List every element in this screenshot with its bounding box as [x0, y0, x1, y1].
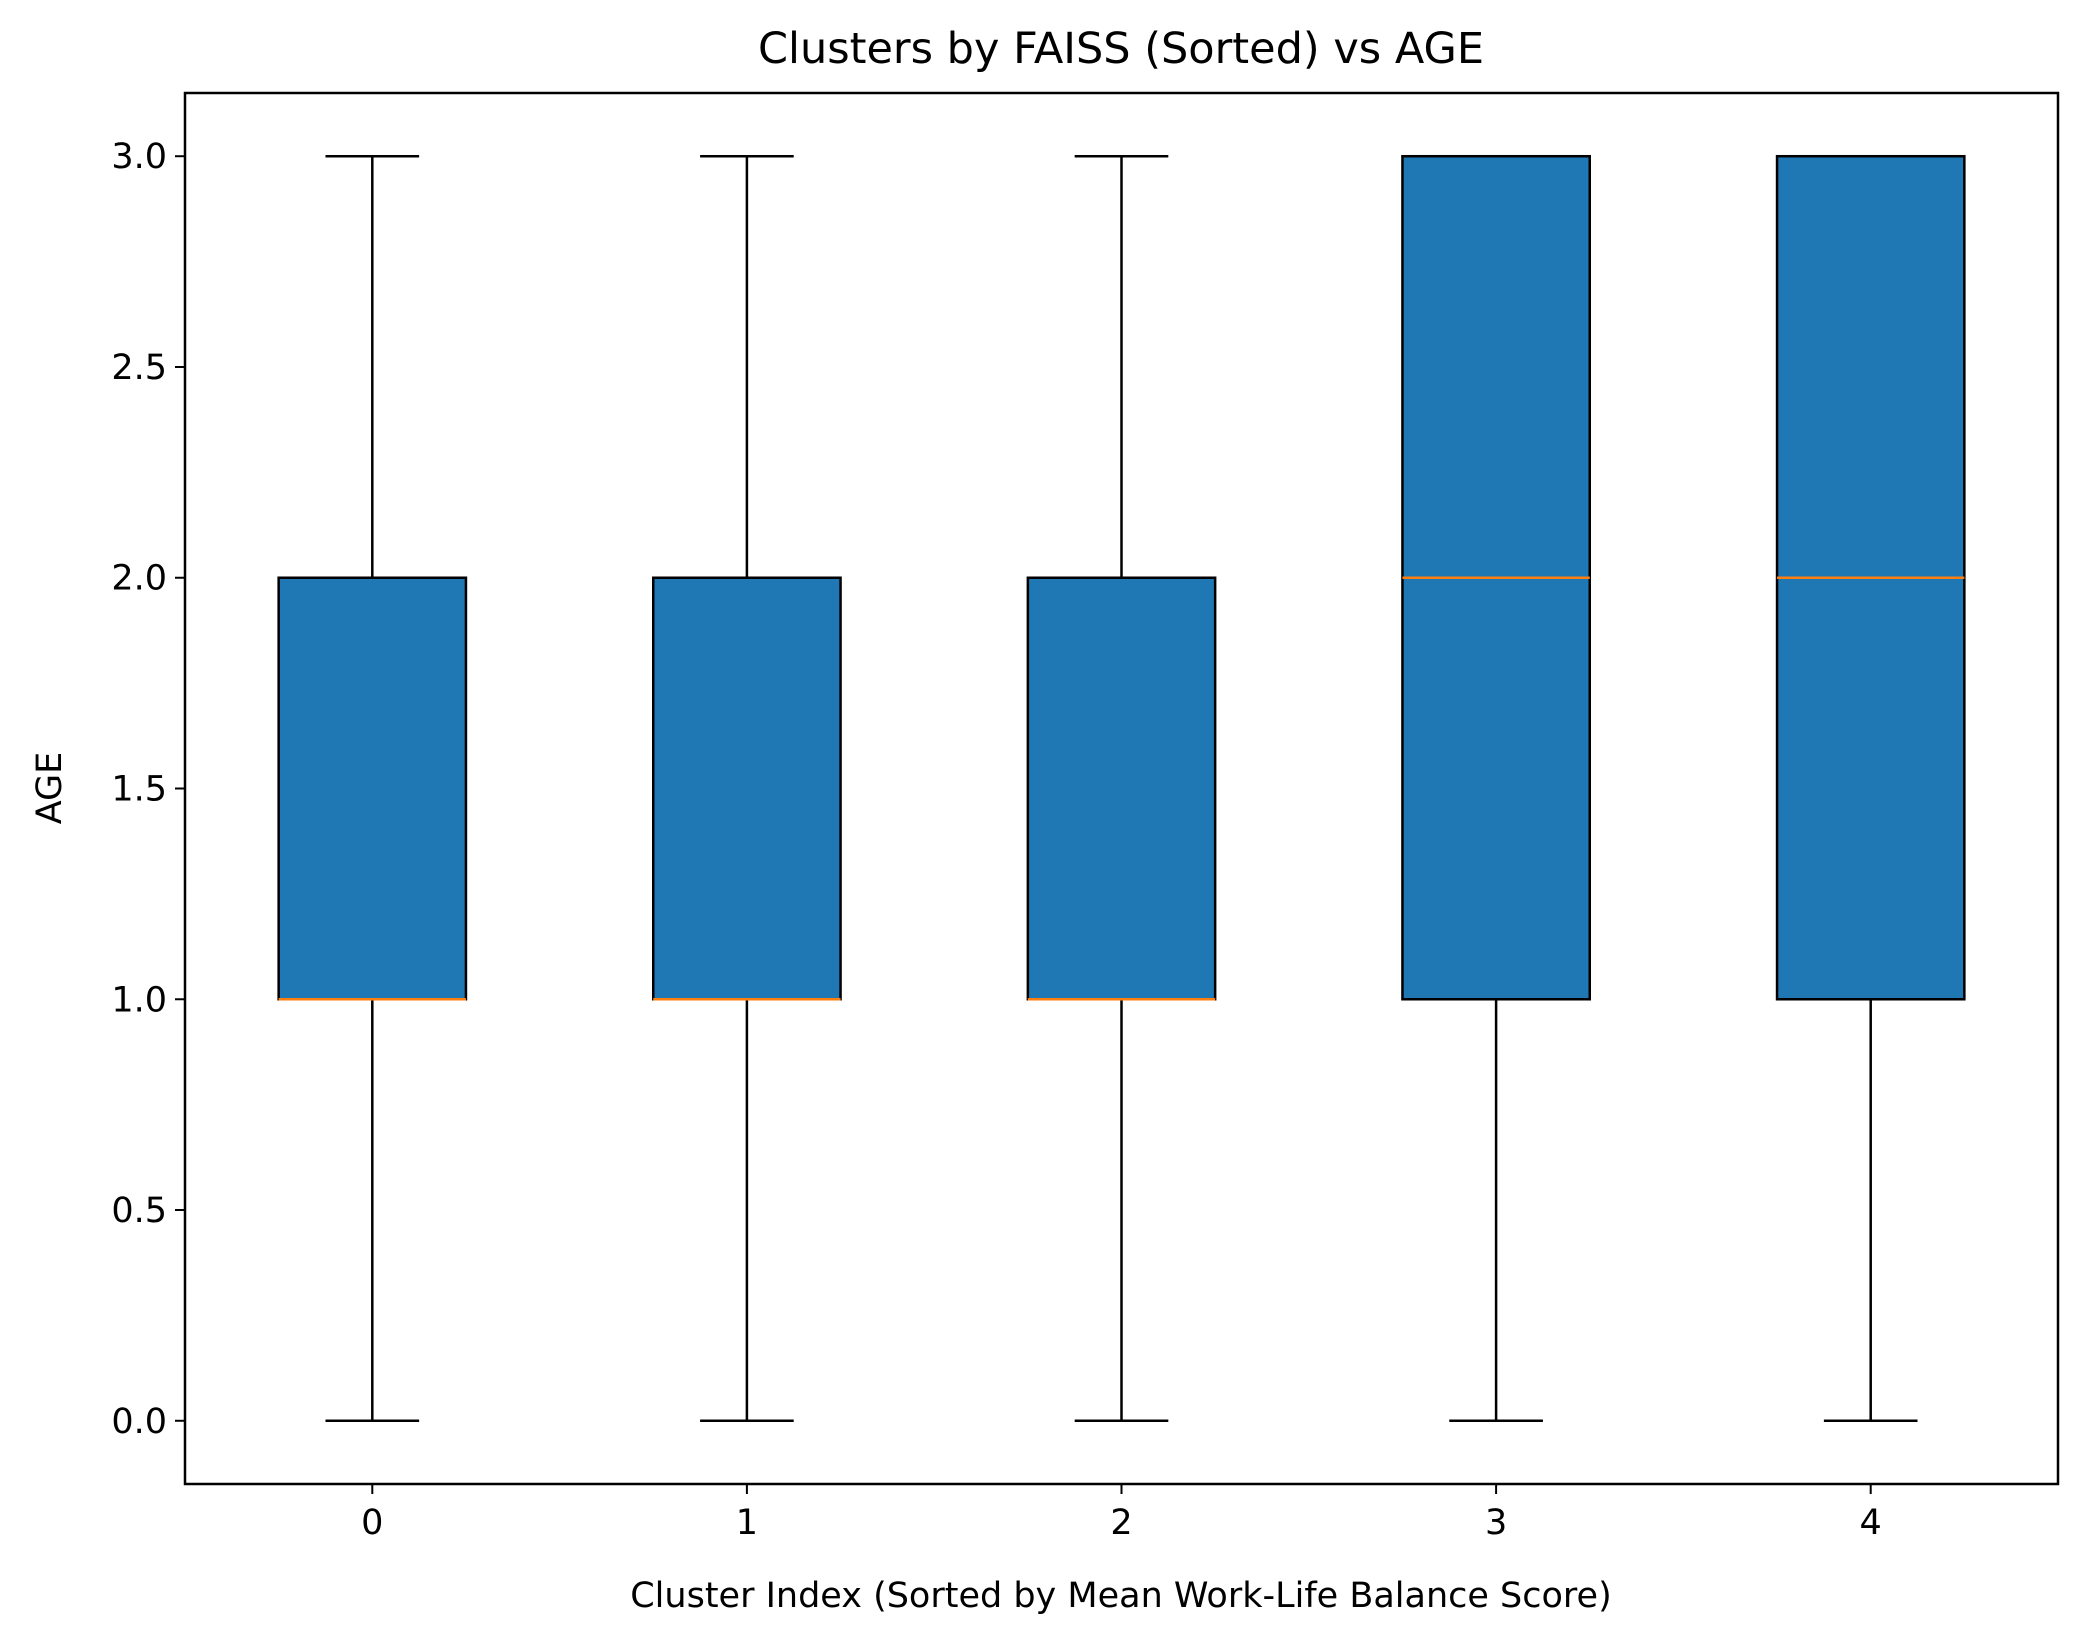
iqr-box: [277, 576, 468, 1001]
x-tick-label: 0: [361, 1503, 383, 1543]
y-axis-label: AGE: [30, 752, 70, 825]
box-group-cluster-4: [1775, 154, 1966, 1423]
x-tick-label: 4: [1860, 1503, 1882, 1543]
x-axis: 0 1 2 3 4: [361, 1484, 1882, 1543]
iqr-box: [1026, 576, 1217, 1001]
plot-area: [277, 154, 1966, 1423]
x-axis-label: Cluster Index (Sorted by Mean Work-Life …: [630, 1576, 1612, 1616]
y-tick-label: 1.5: [111, 770, 167, 810]
box-group-cluster-2: [1026, 154, 1217, 1423]
box-group-cluster-0: [277, 154, 468, 1423]
y-tick-label: 1.0: [111, 980, 167, 1020]
y-tick-label: 3.0: [111, 137, 167, 177]
iqr-box: [652, 576, 842, 1001]
x-tick-label: 2: [1110, 1503, 1132, 1543]
box-group-cluster-1: [652, 154, 842, 1423]
y-tick-label: 0.0: [111, 1402, 167, 1442]
y-tick-label: 2.0: [111, 559, 167, 599]
chart-title: Clusters by FAISS (Sorted) vs AGE: [758, 24, 1484, 74]
x-tick-label: 3: [1485, 1503, 1507, 1543]
y-tick-label: 2.5: [111, 348, 167, 388]
y-axis: 0.0 0.5 1.0 1.5 2.0 2.5 3.0: [111, 137, 185, 1442]
box-group-cluster-3: [1401, 154, 1591, 1423]
x-tick-label: 1: [736, 1503, 758, 1543]
y-tick-label: 0.5: [111, 1191, 167, 1231]
